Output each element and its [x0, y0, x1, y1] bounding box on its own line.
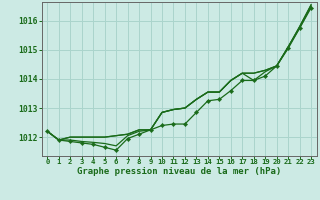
X-axis label: Graphe pression niveau de la mer (hPa): Graphe pression niveau de la mer (hPa) [77, 167, 281, 176]
